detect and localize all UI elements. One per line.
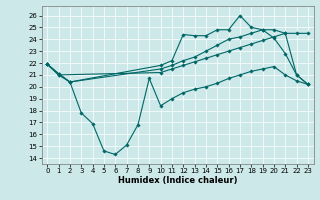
X-axis label: Humidex (Indice chaleur): Humidex (Indice chaleur) [118,176,237,185]
